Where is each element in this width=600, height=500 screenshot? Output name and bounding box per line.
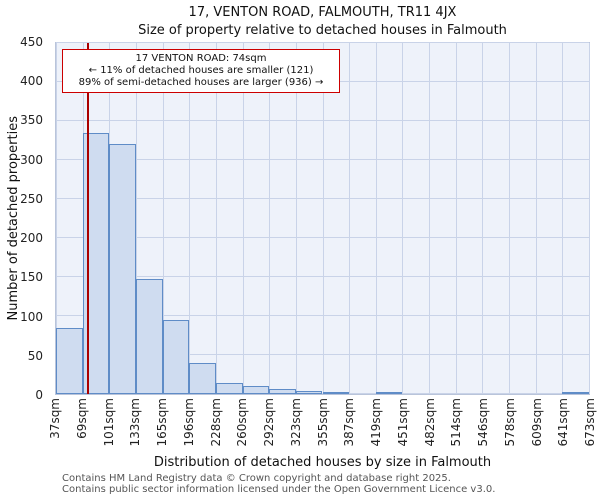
x-tick-label: 546sqm [476,398,490,447]
x-tick-label: 387sqm [342,398,357,447]
histogram-bar [162,319,190,394]
x-tick-label: 578sqm [502,398,517,447]
y-axis-tick-labels: 0 50 100 150 200 250 300 350 400 450 [0,35,50,402]
x-tick-label: 514sqm [449,398,464,447]
horizontal-gridline [56,42,589,43]
vertical-gridline [322,43,324,394]
property-size-marker-line [87,43,89,394]
vertical-gridline [509,43,511,394]
vertical-gridline [589,43,590,394]
annotation-line1: 17 VENTON ROAD: 74sqm [135,53,267,64]
footer: Contains HM Land Registry data © Crown c… [62,473,495,495]
vertical-gridline [562,43,564,394]
vertical-gridline [375,43,377,394]
x-axis-title: Distribution of detached houses by size … [153,455,492,470]
histogram-bar [189,362,216,394]
vertical-gridline [455,43,457,394]
vertical-gridline [162,43,164,394]
x-tick-label: 196sqm [181,398,196,447]
x-tick-label: 609sqm [529,398,544,447]
x-tick-label: 101sqm [101,398,116,447]
vertical-gridline [482,43,484,394]
histogram-bar [269,389,296,394]
y-tick-label: 200 [20,231,43,246]
y-tick-label: 400 [20,74,43,89]
y-tick-label: 300 [20,152,43,167]
histogram-bar [135,278,163,394]
vertical-gridline [429,43,431,394]
vertical-gridline [242,43,244,394]
y-tick-label: 100 [20,309,43,324]
histogram-bar [215,383,243,394]
annotation-line2: ← 11% of detached houses are smaller (12… [88,65,314,76]
x-tick-label: 673sqm [583,398,597,447]
x-tick-label: 419sqm [369,398,383,447]
histogram-bar [322,392,350,394]
y-tick-label: 450 [20,35,43,49]
x-tick-label: 133sqm [128,398,143,447]
x-tick-label: 292sqm [262,398,276,447]
x-tick-label: 260sqm [235,398,250,447]
footer-line2: Contains public sector information licen… [62,484,496,495]
x-axis-tick-labels: 37sqm 69sqm 101sqm 133sqm 165sqm 196sqm 228sqm… [48,398,597,450]
vertical-gridline [135,43,137,394]
y-tick-label: 150 [20,270,43,285]
histogram-bar [109,144,136,394]
y-tick-label: 50 [27,348,43,363]
vertical-gridline [402,43,404,394]
vertical-gridline [56,43,57,394]
y-tick-label: 0 [35,388,43,402]
x-tick-label: 482sqm [422,398,437,447]
plot-area: 17 VENTON ROAD: 74sqm ← 11% of detached … [55,42,590,395]
vertical-gridline [535,43,537,394]
histogram-bar [375,392,403,394]
annotation-box: 17 VENTON ROAD: 74sqm ← 11% of detached … [62,49,340,93]
x-tick-label: 228sqm [208,398,223,447]
histogram-bar [242,386,270,394]
x-tick-label: 451sqm [395,398,410,447]
histogram-bar [56,327,83,394]
footer-line1: Contains HM Land Registry data © Crown c… [62,473,451,484]
vertical-gridline [215,43,217,394]
x-tick-label: 37sqm [48,398,62,439]
histogram-bar [295,390,323,394]
chart-title: 17, VENTON ROAD, FALMOUTH, TR11 4JX [188,5,457,20]
x-tick-label: 641sqm [556,398,571,447]
vertical-gridline [269,43,271,394]
vertical-gridline [189,43,191,394]
x-tick-label: 323sqm [288,398,303,447]
x-tick-label: 165sqm [155,398,169,447]
vertical-gridline [349,43,351,394]
histogram-bar [562,392,589,394]
chart-subtitle: Size of property relative to detached ho… [138,23,507,38]
annotation-line3: 89% of semi-detached houses are larger (… [78,77,324,88]
y-tick-label: 350 [20,113,43,128]
x-tick-label: 355sqm [315,398,330,447]
vertical-gridline [295,43,297,394]
y-tick-label: 250 [20,191,43,206]
x-tick-label: 69sqm [74,398,89,439]
